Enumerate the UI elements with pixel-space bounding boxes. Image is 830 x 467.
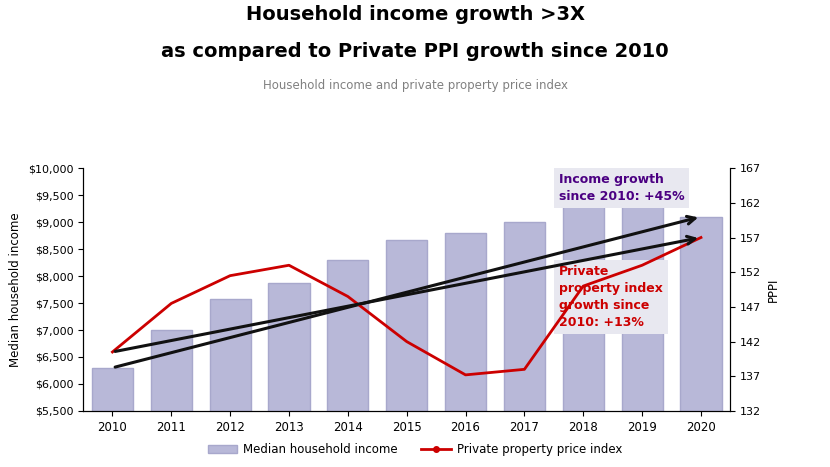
Text: Household income and private property price index: Household income and private property pr… (262, 79, 568, 92)
Y-axis label: PPPI: PPPI (767, 277, 780, 302)
Bar (386, 240, 427, 467)
Bar (92, 368, 133, 467)
Text: Private
property index
growth since
2010: +13%: Private property index growth since 2010… (559, 265, 662, 329)
Bar (151, 330, 192, 467)
Bar (681, 217, 721, 467)
Bar (445, 233, 486, 467)
Text: as compared to Private PPI growth since 2010: as compared to Private PPI growth since … (161, 42, 669, 61)
Text: Income growth
since 2010: +45%: Income growth since 2010: +45% (559, 173, 685, 203)
Bar (622, 199, 662, 467)
Bar (268, 283, 310, 467)
Legend: Median household income, Private property price index: Median household income, Private propert… (203, 439, 627, 461)
Bar (327, 260, 369, 467)
Y-axis label: Median household income: Median household income (9, 212, 22, 367)
Bar (209, 299, 251, 467)
Text: Household income growth >3X: Household income growth >3X (246, 5, 584, 24)
Bar (563, 206, 604, 467)
Bar (504, 222, 545, 467)
